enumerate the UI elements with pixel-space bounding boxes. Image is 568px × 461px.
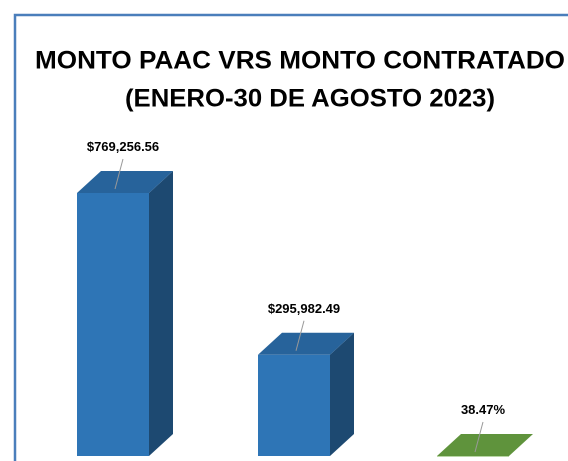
chart-title: (ENERO-30 DE AGOSTO 2023) bbox=[125, 85, 495, 113]
bar-front bbox=[77, 193, 149, 456]
leader-line bbox=[295, 320, 305, 351]
bar-front bbox=[258, 354, 330, 456]
bar-side bbox=[330, 332, 354, 456]
bar-top bbox=[77, 171, 173, 193]
value-label: $295,982.49 bbox=[268, 301, 340, 316]
bar-front bbox=[437, 455, 509, 457]
chart-frame bbox=[13, 13, 568, 461]
bar bbox=[437, 433, 533, 457]
bar bbox=[77, 171, 173, 456]
leader-line bbox=[474, 421, 484, 453]
leader-line bbox=[114, 158, 124, 190]
bar-side bbox=[509, 433, 533, 456]
chart-title: MONTO PAAC VRS MONTO CONTRATADO bbox=[35, 47, 565, 75]
value-label: $769,256.56 bbox=[87, 139, 159, 154]
bar bbox=[258, 332, 354, 456]
bar-side bbox=[149, 171, 173, 456]
bar-top bbox=[258, 332, 354, 355]
value-label: 38.47% bbox=[461, 402, 506, 417]
bar-top bbox=[437, 433, 533, 456]
